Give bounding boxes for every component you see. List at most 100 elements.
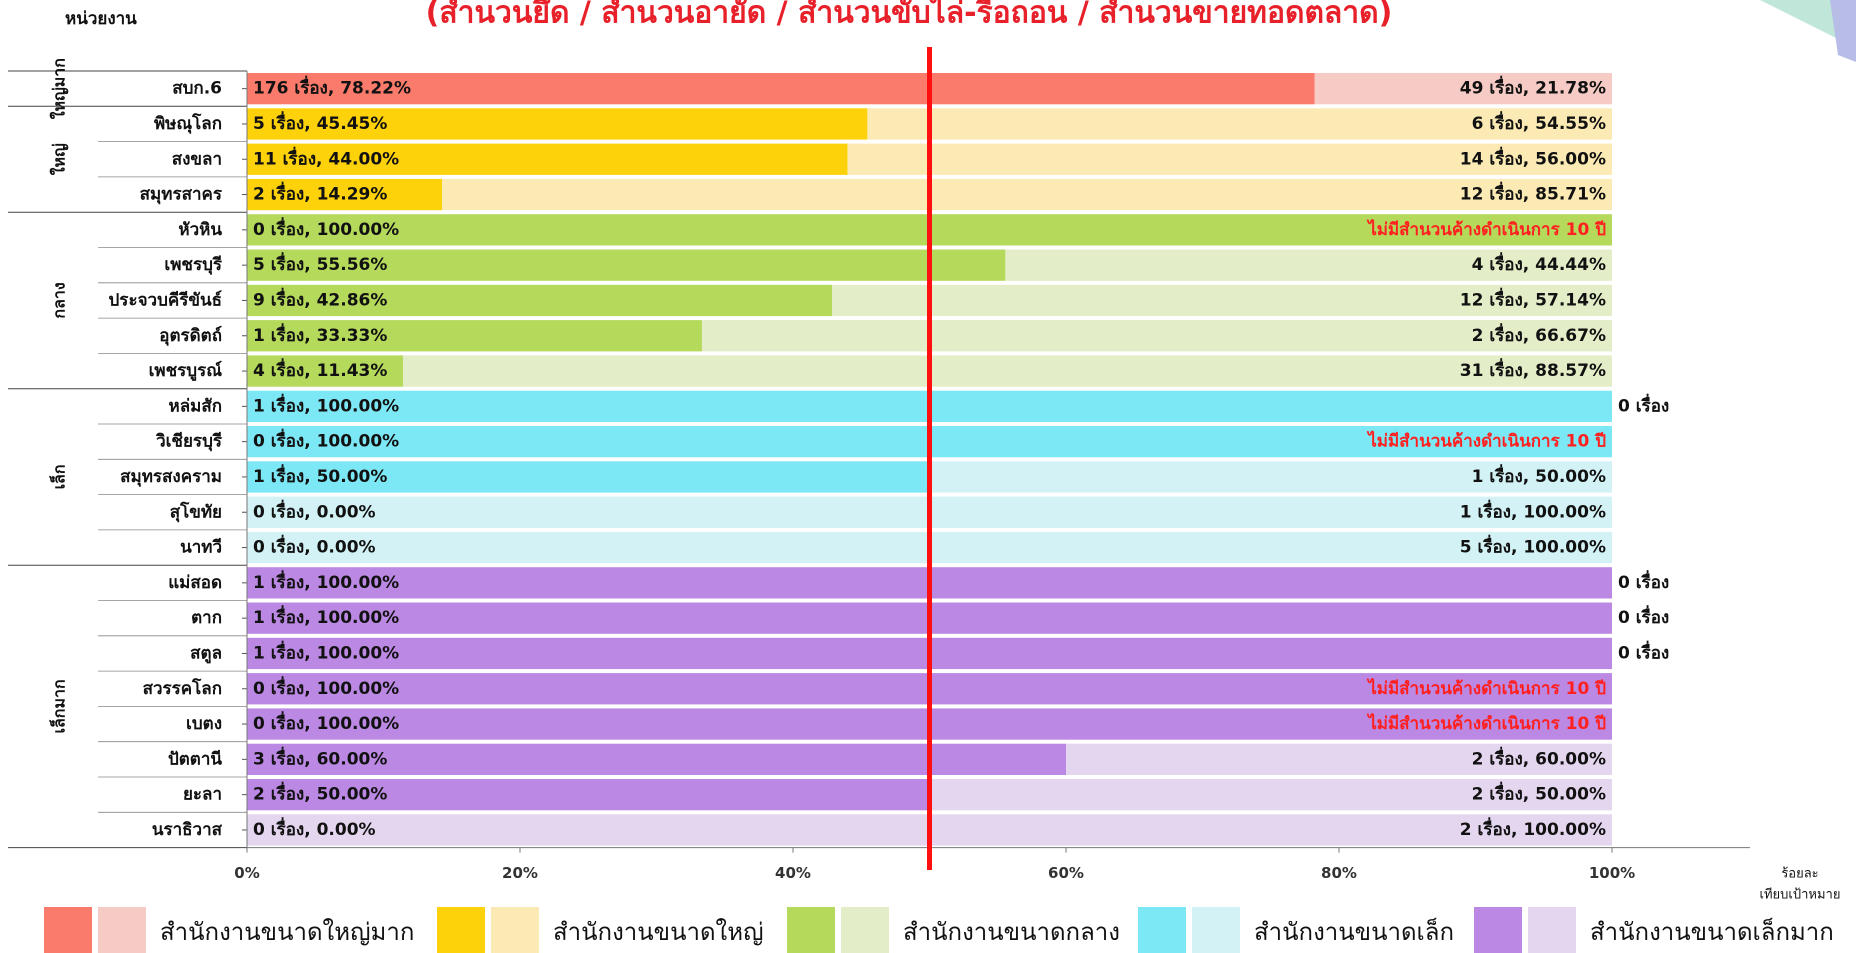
decoration bbox=[1830, 0, 1856, 62]
done-label: 11 เรื่อง, 44.00% bbox=[253, 146, 399, 169]
category-label: แม่สอด bbox=[168, 573, 222, 593]
remaining-label: 2 เรื่อง, 60.00% bbox=[1472, 746, 1606, 769]
legend-swatch bbox=[491, 907, 539, 953]
remaining-bar bbox=[847, 143, 1612, 175]
done-bar bbox=[247, 284, 833, 317]
group-label: ใหญ่ bbox=[50, 143, 70, 175]
remaining-label: 5 เรื่อง, 100.00% bbox=[1460, 535, 1606, 558]
remaining-bar bbox=[929, 461, 1612, 493]
done-label: 0 เรื่อง, 100.00% bbox=[253, 429, 399, 452]
remaining-bar bbox=[1066, 743, 1612, 775]
remaining-label: 1 เรื่อง, 50.00% bbox=[1472, 464, 1606, 487]
group-label: กลาง bbox=[50, 282, 69, 318]
done-label: 0 เรื่อง, 0.00% bbox=[253, 499, 376, 522]
legend-label: สำนักงานขนาดใหญ่ bbox=[553, 918, 764, 946]
category-label: เพชรบูรณ์ bbox=[149, 360, 223, 382]
x-tick-label: 0% bbox=[234, 864, 259, 882]
note-label: ไม่มีสำนวนค้างดำเนินการ 10 ปี bbox=[1366, 431, 1606, 452]
x-tick-label: 40% bbox=[775, 864, 811, 882]
category-label: สตูล bbox=[190, 643, 222, 664]
done-label: 2 เรื่อง, 50.00% bbox=[253, 782, 387, 805]
category-label: ตาก bbox=[191, 608, 222, 628]
legend-swatch bbox=[1192, 907, 1240, 953]
legend-label: สำนักงานขนาดเล็ก bbox=[1254, 917, 1454, 946]
done-bar bbox=[247, 108, 868, 140]
done-label: 4 เรื่อง, 11.43% bbox=[253, 358, 387, 381]
remaining-label: 2 เรื่อง, 50.00% bbox=[1472, 782, 1606, 805]
x-axis-label: เทียบเป้าหมาย bbox=[1760, 887, 1841, 903]
category-label: หล่มสัก bbox=[169, 396, 223, 416]
legend-swatch bbox=[437, 907, 485, 953]
remaining-label: 12 เรื่อง, 57.14% bbox=[1460, 287, 1606, 310]
done-bar bbox=[247, 779, 930, 811]
done-label: 1 เรื่อง, 100.00% bbox=[253, 640, 399, 663]
group-label: ใหญ่มาก bbox=[50, 58, 70, 119]
category-label: สบก.6 bbox=[172, 79, 222, 99]
category-label: ยะลา bbox=[183, 785, 222, 805]
category-label: ปัตตานี bbox=[168, 748, 222, 769]
category-label: อุตรดิตถ์ bbox=[159, 325, 222, 346]
remaining-label: 14 เรื่อง, 56.00% bbox=[1460, 146, 1606, 169]
remaining-bar bbox=[1005, 249, 1612, 281]
done-bar bbox=[247, 320, 702, 352]
legend-swatch bbox=[787, 907, 835, 953]
note-label: ไม่มีสำนวนค้างดำเนินการ 10 ปี bbox=[1366, 713, 1606, 734]
x-axis-label: ร้อยละ bbox=[1781, 867, 1818, 882]
chart-title: (สำนวนยึด / สำนวนอายัด / สำนวนขับไล่-รื้… bbox=[426, 0, 1393, 31]
remaining-label: 1 เรื่อง, 100.00% bbox=[1460, 499, 1606, 522]
done-label: 2 เรื่อง, 14.29% bbox=[253, 182, 387, 205]
category-label: วิเชียรบุรี bbox=[156, 431, 223, 452]
category-label: สุโขทัย bbox=[170, 501, 222, 522]
category-label: พิษณุโลก bbox=[154, 113, 222, 134]
legend-swatch bbox=[1528, 907, 1576, 953]
legend-label: สำนักงานขนาดกลาง bbox=[903, 918, 1120, 946]
remaining-label: 0 เรื่อง bbox=[1618, 640, 1669, 663]
note-label: ไม่มีสำนวนค้างดำเนินการ 10 ปี bbox=[1366, 678, 1606, 699]
remaining-bar bbox=[701, 320, 1612, 352]
x-tick-label: 100% bbox=[1589, 864, 1635, 882]
group-label: เล็กมาก bbox=[48, 679, 69, 733]
group-label: เล็ก bbox=[48, 464, 69, 489]
category-label: เพชรบุรี bbox=[164, 254, 222, 275]
category-label: ประจวบคีรีขันธ์ bbox=[109, 289, 222, 310]
legend-swatch bbox=[98, 907, 146, 953]
remaining-label: 0 เรื่อง bbox=[1618, 393, 1669, 416]
remaining-bar bbox=[1314, 73, 1612, 105]
category-label: สมุทรสาคร bbox=[140, 185, 223, 205]
remaining-label: 31 เรื่อง, 88.57% bbox=[1460, 358, 1606, 381]
legend-swatch bbox=[1474, 907, 1522, 953]
category-label: นราธิวาส bbox=[152, 820, 223, 840]
done-label: 176 เรื่อง, 78.22% bbox=[253, 76, 411, 99]
category-label: หัวหิน bbox=[178, 220, 222, 240]
remaining-label: 0 เรื่อง bbox=[1618, 605, 1669, 628]
category-label: สงขลา bbox=[172, 149, 222, 169]
category-label: สมุทรสงคราม bbox=[120, 467, 222, 487]
remaining-label: 2 เรื่อง, 66.67% bbox=[1472, 323, 1606, 346]
legend-label: สำนักงานขนาดเล็กมาก bbox=[1590, 917, 1834, 946]
category-label: นาทวี bbox=[180, 537, 222, 558]
done-label: 0 เรื่อง, 0.00% bbox=[253, 817, 376, 840]
done-bar bbox=[247, 249, 1006, 281]
legend-swatch bbox=[841, 907, 889, 953]
note-label: ไม่มีสำนวนค้างดำเนินการ 10 ปี bbox=[1366, 219, 1606, 240]
done-label: 1 เรื่อง, 33.33% bbox=[253, 323, 387, 346]
done-bar bbox=[247, 178, 443, 211]
remaining-bar bbox=[929, 779, 1612, 811]
done-label: 1 เรื่อง, 100.00% bbox=[253, 605, 399, 628]
done-label: 0 เรื่อง, 100.00% bbox=[253, 711, 399, 734]
legend-swatch bbox=[1138, 907, 1186, 953]
done-label: 9 เรื่อง, 42.86% bbox=[253, 287, 387, 310]
x-tick-label: 80% bbox=[1321, 864, 1357, 882]
remaining-label: 2 เรื่อง, 100.00% bbox=[1460, 817, 1606, 840]
done-label: 1 เรื่อง, 100.00% bbox=[253, 393, 399, 416]
remaining-label: 12 เรื่อง, 85.71% bbox=[1460, 182, 1606, 205]
legend-swatch bbox=[44, 907, 92, 953]
remaining-label: 4 เรื่อง, 44.44% bbox=[1472, 252, 1606, 275]
category-label: สวรรคโลก bbox=[143, 678, 222, 699]
done-label: 5 เรื่อง, 55.56% bbox=[253, 252, 387, 275]
remaining-bar bbox=[442, 178, 1613, 211]
done-bar bbox=[247, 355, 404, 387]
done-label: 1 เรื่อง, 100.00% bbox=[253, 570, 399, 593]
done-bar bbox=[247, 73, 1315, 105]
